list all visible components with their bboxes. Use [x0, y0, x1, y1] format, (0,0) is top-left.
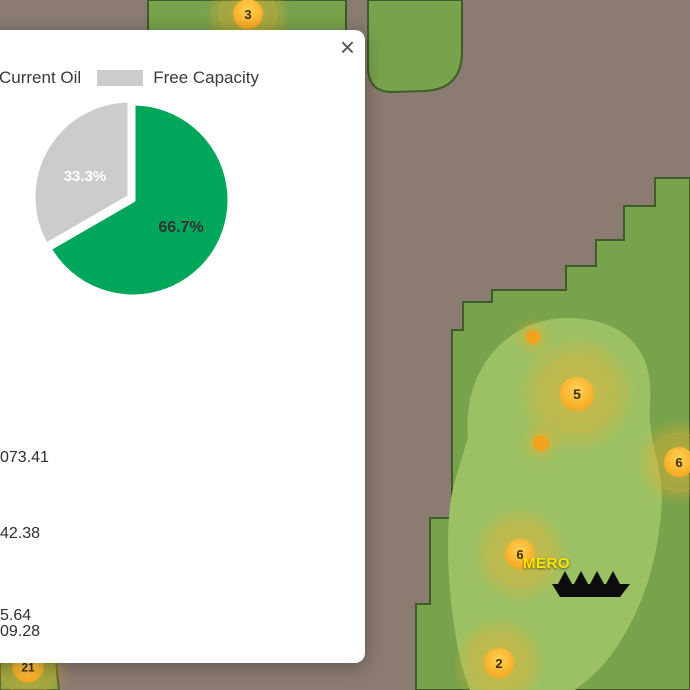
stat-value-1: 073.41 — [0, 449, 49, 466]
close-icon[interactable]: × — [339, 32, 355, 62]
pie-slice-free-capacity[interactable] — [30, 97, 133, 248]
map-marker-6-mero[interactable]: 6 — [472, 506, 568, 602]
map-region-northeast[interactable] — [367, 0, 463, 94]
info-panel: × Current Oil Free Capacity 33.3% 66.7% … — [0, 30, 365, 663]
map-marker-2[interactable]: 2 — [453, 617, 545, 690]
map-marker-5[interactable]: 5 — [517, 334, 637, 454]
ship-icon[interactable] — [548, 566, 634, 600]
capacity-pie-chart: 33.3% 66.7% — [30, 97, 233, 300]
marker-ring — [480, 514, 560, 594]
pie-label-free-capacity: 33.3% — [64, 168, 107, 185]
marker-ring — [528, 345, 626, 443]
pie-label-current-oil: 66.7% — [158, 219, 203, 236]
marker-label: 2 — [484, 648, 514, 678]
marker-label: 6 — [664, 447, 690, 477]
marker-ring — [461, 625, 537, 690]
well-dot[interactable] — [526, 330, 540, 344]
map-marker-6-east[interactable]: 6 — [635, 418, 690, 506]
stat-value-2: 42.38 — [0, 525, 41, 542]
marker-label: 5 — [560, 377, 594, 411]
legend-item-free-capacity[interactable]: Free Capacity — [97, 68, 259, 88]
stat-value-4: 09.28 — [0, 623, 41, 640]
legend-label-current-oil: Current Oil — [0, 68, 82, 87]
stat-value-3: 5.64 — [0, 607, 32, 624]
marker-label: 6 — [505, 539, 535, 569]
legend-label-free-capacity: Free Capacity — [153, 68, 260, 87]
marker-label: 3 — [233, 0, 263, 29]
field-label-mero: MERO — [523, 555, 570, 572]
legend-item-current-oil[interactable]: Current Oil — [0, 68, 81, 88]
chart-legend: Current Oil Free Capacity — [0, 68, 259, 88]
pie-slice-current-oil[interactable] — [46, 100, 233, 300]
map-marker-3[interactable]: 3 — [206, 0, 290, 56]
legend-swatch-free-capacity — [97, 70, 144, 86]
